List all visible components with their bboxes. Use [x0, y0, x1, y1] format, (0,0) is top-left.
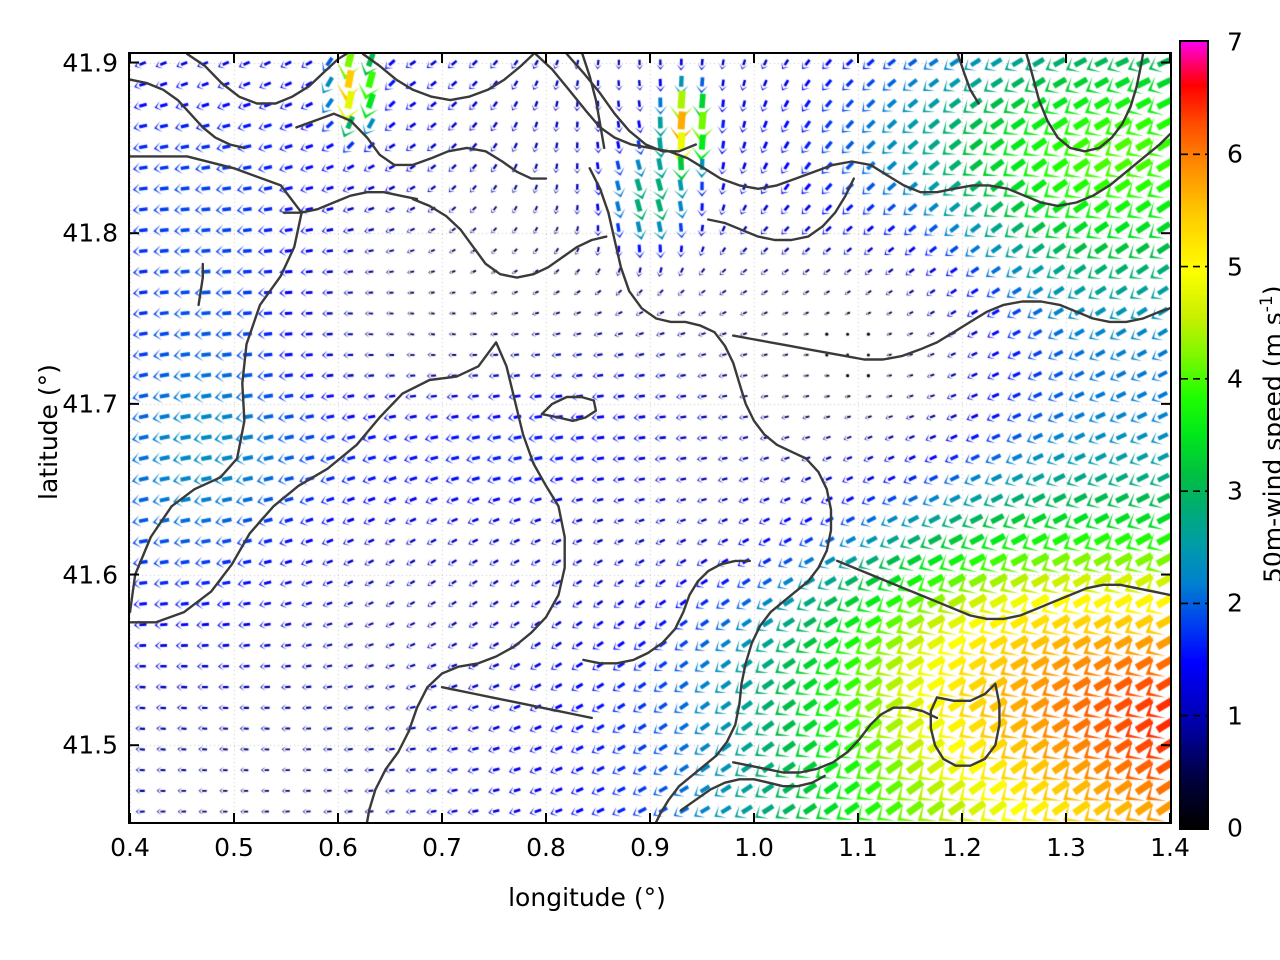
- y-tick-label-41-5: 41.5: [62, 730, 118, 760]
- coastline-path: [929, 682, 1001, 767]
- y-tick-label-41-8: 41.8: [62, 218, 118, 248]
- coastline-path: [540, 395, 598, 423]
- colorbar-label: 50m-wind speed (m s-1): [1257, 285, 1280, 583]
- coastline-path: [956, 54, 980, 105]
- colorbar-tick-label-3: 3: [1227, 476, 1243, 506]
- x-tick-label-0-9: 0.9: [630, 833, 670, 862]
- colorbar-tick-label-2: 2: [1227, 588, 1243, 618]
- coastline-path: [130, 78, 246, 150]
- coastline-path: [534, 54, 1170, 208]
- coastline-path: [295, 112, 548, 180]
- coastline-path: [186, 54, 348, 105]
- colorbar-tick-marks: [1181, 153, 1207, 717]
- coastline-path: [581, 54, 606, 150]
- coastline-path: [582, 559, 751, 665]
- colorbar: [1179, 40, 1209, 830]
- y-tick-label-41-9: 41.9: [62, 48, 118, 78]
- x-axis-label: longitude (°): [508, 883, 666, 912]
- coastline-path: [588, 167, 833, 822]
- x-tick-label-0-8: 0.8: [526, 833, 566, 862]
- colorbar-tick-label-6: 6: [1227, 139, 1243, 169]
- colorbar-tick-label-4: 4: [1227, 364, 1243, 394]
- x-tick-label-1-1: 1.1: [838, 833, 878, 862]
- coastline-path: [1025, 54, 1145, 153]
- y-tick-label-41-7: 41.7: [62, 389, 118, 419]
- coastline-path: [130, 341, 566, 822]
- coastline-path: [411, 197, 608, 279]
- x-tick-label-1-2: 1.2: [942, 833, 982, 862]
- y-tick-label-41-6: 41.6: [62, 560, 118, 590]
- x-tick-label-0-6: 0.6: [318, 833, 358, 862]
- coastline-path: [732, 300, 1170, 361]
- coastline-path: [130, 155, 303, 614]
- colorbar-gradient: [1181, 42, 1207, 828]
- x-tick-label-1-3: 1.3: [1046, 833, 1086, 862]
- coastline-path: [836, 559, 1170, 621]
- x-tick-label-0-4: 0.4: [110, 833, 150, 862]
- coastline-path: [197, 262, 204, 307]
- colorbar-tick-label-5: 5: [1227, 252, 1243, 282]
- coastline-path: [732, 706, 939, 774]
- map-plot-area: [128, 52, 1172, 824]
- coastline-path: [282, 191, 419, 214]
- x-tick-label-1-0: 1.0: [734, 833, 774, 862]
- x-tick-label-1-4: 1.4: [1150, 833, 1190, 862]
- colorbar-label-exponent: -1: [1257, 295, 1277, 313]
- coastline-path: [707, 177, 855, 242]
- colorbar-tick-label-1: 1: [1227, 701, 1243, 731]
- colorbar-label-text: 50m-wind speed (m s: [1258, 312, 1280, 583]
- colorbar-tick-label-7: 7: [1227, 27, 1243, 57]
- coastline-path: [440, 686, 593, 720]
- y-axis-label: latitude (°): [34, 364, 63, 500]
- colorbar-tick-label-0: 0: [1227, 813, 1243, 843]
- colorbar-label-tail: ): [1258, 285, 1280, 295]
- coastline-path: [565, 54, 697, 153]
- x-tick-label-0-7: 0.7: [422, 833, 462, 862]
- x-tick-label-0-5: 0.5: [214, 833, 254, 862]
- coastline-path: [680, 774, 826, 812]
- coastline-overlay: [130, 54, 1170, 822]
- coastline-path: [361, 54, 535, 102]
